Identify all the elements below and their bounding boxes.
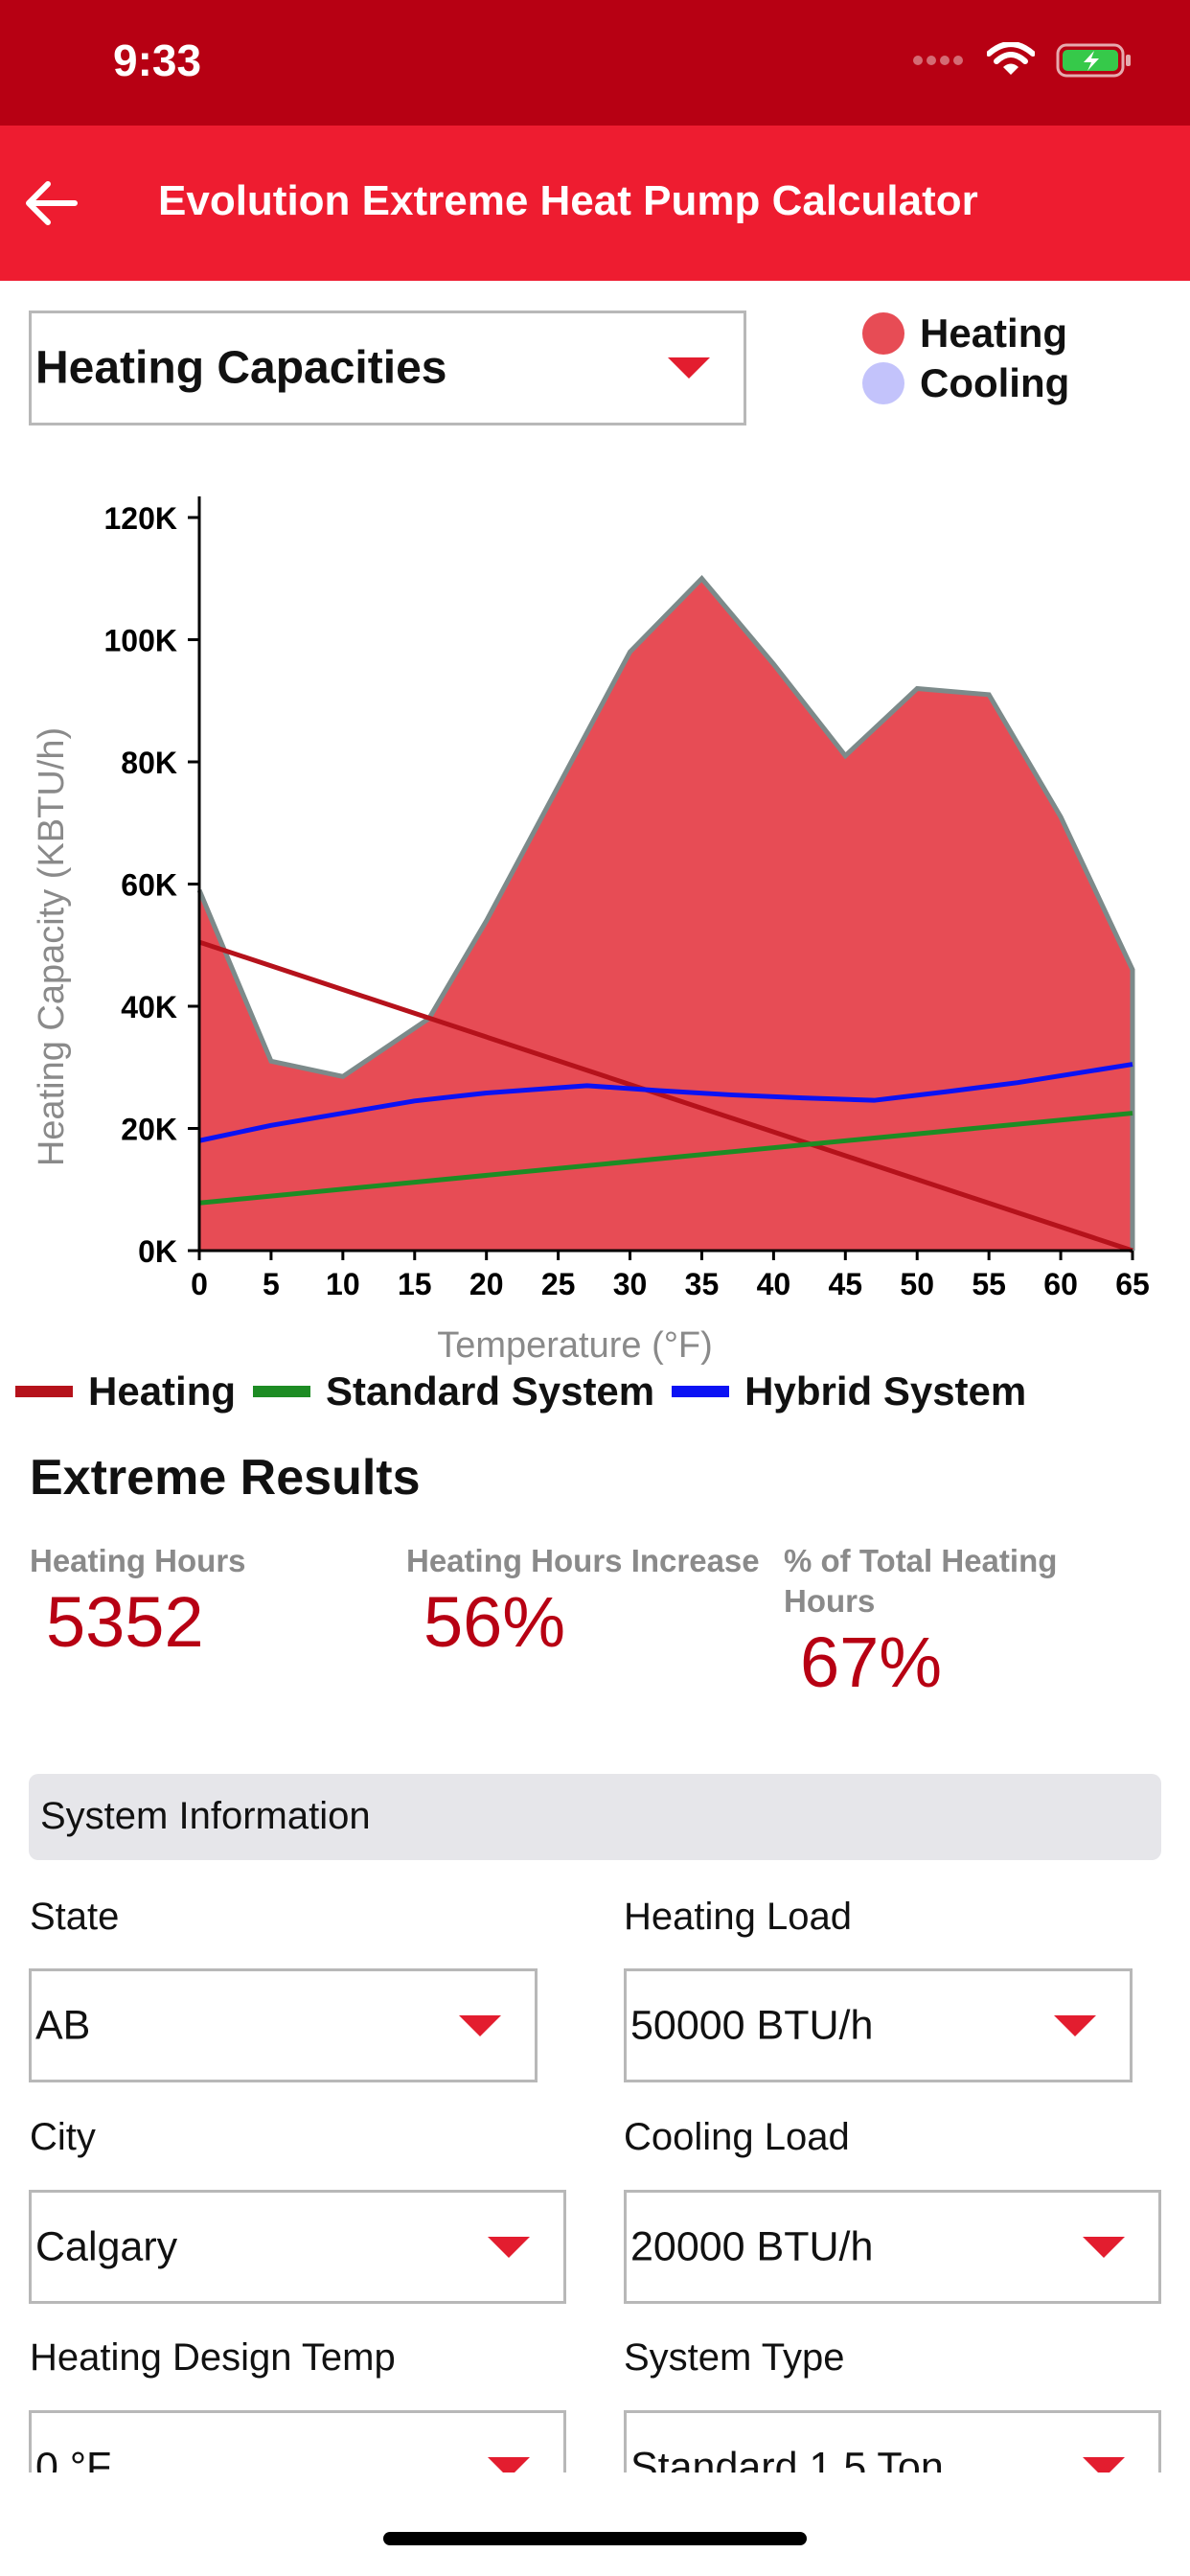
x-tick-label: 5 (263, 1267, 280, 1301)
metric-label-total-heating-hours: % of Total Heating Hours (784, 1543, 1058, 1619)
x-tick-label: 65 (1115, 1267, 1150, 1301)
ticks-layer: 0K 20K 40K 60K 80K 100K 120K 0 5 10 15 20 25 30 35 40 45… (104, 501, 1150, 1301)
area-layer (196, 575, 1135, 1251)
results-title: Extreme Results (30, 1450, 421, 1506)
chevron-down-icon (1083, 2236, 1125, 2258)
wifi-icon (987, 42, 1035, 75)
metric-value-total-heating-hours: 67% (800, 1622, 943, 1702)
city-dropdown[interactable]: Calgary (29, 2190, 566, 2304)
status-bar: 9:33 (0, 0, 1190, 126)
page-title: Evolution Extreme Heat Pump Calculator (158, 177, 978, 224)
x-tick-label: 0 (191, 1267, 208, 1301)
series-legend: Heating Standard System Hybrid System (15, 1368, 1043, 1414)
heating-capacity-area-outline (196, 575, 1135, 1251)
chart-type-legend: Heating Cooling (862, 309, 1069, 408)
y-tick-label: 80K (121, 746, 177, 780)
y-tick-label: 40K (121, 990, 177, 1024)
heating-design-temp-label: Heating Design Temp (30, 2336, 396, 2379)
metric-value-heating-hours: 5352 (46, 1582, 204, 1662)
standard-line-swatch (253, 1386, 311, 1397)
x-tick-label: 20 (469, 1267, 504, 1301)
legend-label: Heating (88, 1368, 237, 1414)
chart-type-dropdown[interactable]: Heating Capacities (29, 310, 746, 426)
x-tick-label: 10 (326, 1267, 360, 1301)
back-arrow-icon (26, 181, 78, 225)
x-tick-label: 40 (757, 1267, 791, 1301)
y-axis-label: Heating Capacity (KBTU/h) (32, 727, 72, 1166)
x-tick-label: 25 (541, 1267, 576, 1301)
y-tick-label: 0K (138, 1234, 177, 1269)
x-tick-label: 60 (1043, 1267, 1078, 1301)
x-tick-label: 15 (398, 1267, 432, 1301)
series-line-2 (198, 1062, 1133, 1143)
legend-label: Hybrid System (744, 1368, 1027, 1414)
city-label: City (30, 2116, 96, 2158)
heating-capacity-chart: 0K 20K 40K 60K 80K 100K 120K 0 5 10 15 20 25 30 35 40 45… (32, 496, 1150, 1366)
cooling-load-label: Cooling Load (624, 2116, 850, 2158)
legend-label: Heating (920, 310, 1068, 356)
metric-value-heating-hours-increase: 56% (423, 1582, 566, 1662)
chart-type-value: Heating Capacities (35, 342, 447, 394)
state-label: State (30, 1896, 120, 1938)
hybrid-line-swatch (672, 1386, 730, 1397)
status-time: 9:33 (113, 35, 202, 85)
chevron-down-icon (459, 2014, 501, 2036)
heating-dot-icon (862, 312, 904, 355)
city-value: Calgary (35, 2223, 178, 2269)
state-dropdown[interactable]: AB (29, 1968, 538, 2082)
home-indicator[interactable] (383, 2532, 807, 2545)
back-button[interactable] (21, 172, 88, 235)
legend-item-hybrid-system: Hybrid System (672, 1368, 1026, 1414)
cooling-load-dropdown[interactable]: 20000 BTU/h (624, 2190, 1161, 2304)
system-info-header: System Information (29, 1774, 1161, 1860)
x-tick-label: 55 (972, 1267, 1006, 1301)
x-axis-label: Temperature (°F) (437, 1325, 713, 1366)
chevron-down-icon (668, 357, 710, 379)
x-tick-label: 45 (829, 1267, 863, 1301)
lines-layer (198, 939, 1133, 1254)
cooling-dot-icon (862, 362, 904, 404)
legend-item-heating: Heating (862, 309, 1069, 358)
heating-load-dropdown[interactable]: 50000 BTU/h (624, 1968, 1133, 2082)
state-value: AB (35, 2002, 91, 2048)
x-tick-label: 50 (900, 1267, 934, 1301)
nav-bar: Evolution Extreme Heat Pump Calculator (0, 126, 1190, 281)
battery-icon (1056, 43, 1131, 78)
y-tick-label: 120K (104, 501, 178, 536)
signal-icon (913, 56, 963, 65)
legend-item-standard-system: Standard System (253, 1368, 654, 1414)
x-tick-label: 35 (685, 1267, 720, 1301)
heating-load-label: Heating Load (624, 1896, 852, 1938)
axes-layer (197, 496, 1133, 1253)
heating-line-swatch (15, 1386, 73, 1397)
series-line-0 (198, 939, 1133, 1254)
chevron-down-icon (488, 2236, 530, 2258)
legend-item-heating-line: Heating (15, 1368, 236, 1414)
home-indicator-area (0, 2472, 1190, 2576)
x-tick-label: 30 (613, 1267, 648, 1301)
heating-load-value: 50000 BTU/h (630, 2002, 874, 2048)
heating-capacity-area (199, 578, 1133, 1251)
legend-label: Cooling (920, 360, 1070, 405)
cooling-load-value: 20000 BTU/h (630, 2223, 874, 2269)
status-icons (912, 42, 1133, 79)
system-type-label: System Type (624, 2336, 845, 2379)
metric-label-heating-hours-increase: Heating Hours Increase (406, 1543, 760, 1578)
y-tick-label: 60K (121, 868, 177, 903)
metric-label-heating-hours: Heating Hours (30, 1543, 246, 1578)
y-tick-label: 20K (121, 1113, 177, 1147)
legend-label: Standard System (326, 1368, 655, 1414)
series-line-1 (198, 1111, 1133, 1206)
y-tick-label: 100K (104, 624, 178, 658)
legend-item-cooling: Cooling (862, 358, 1069, 408)
chevron-down-icon (1054, 2014, 1096, 2036)
system-info-title: System Information (40, 1795, 371, 1837)
